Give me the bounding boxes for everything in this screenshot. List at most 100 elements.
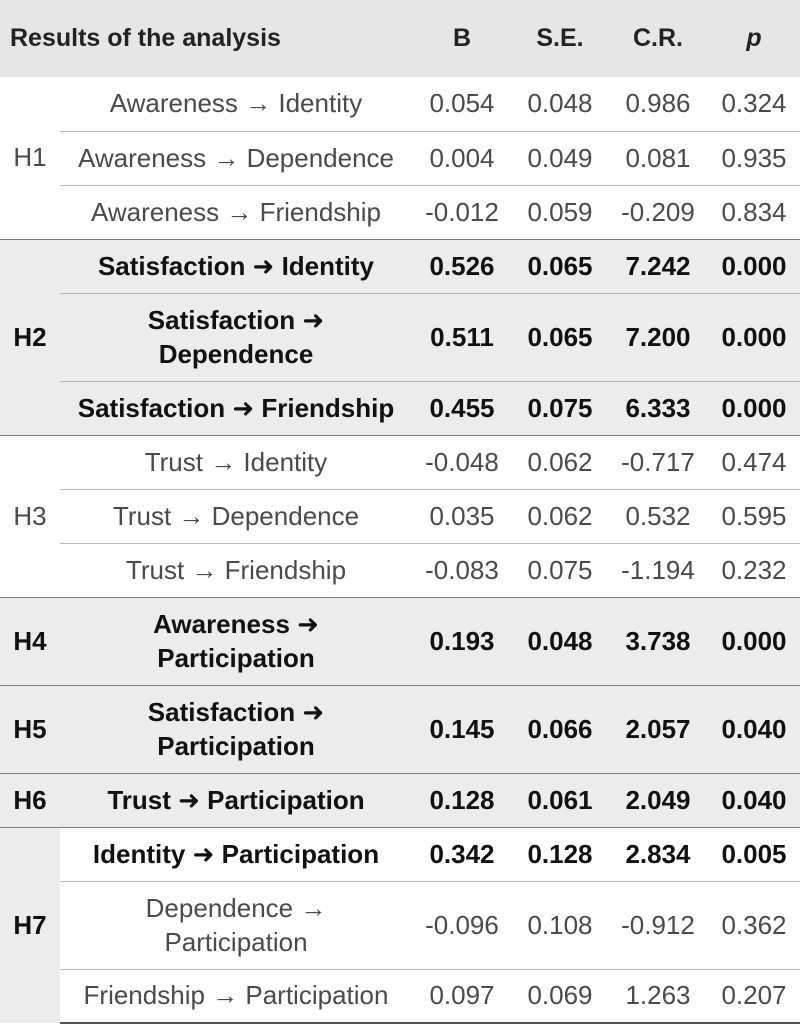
b-cell: 0.455 xyxy=(412,380,512,435)
cr-cell: 2.057 xyxy=(608,684,708,773)
p-cell: 0.595 xyxy=(708,488,800,543)
p-cell: 0.935 xyxy=(708,130,800,185)
cr-cell: -0.717 xyxy=(608,434,708,489)
p-cell: 0.005 xyxy=(708,826,800,881)
path-cell: Identity ➜ Participation xyxy=(60,826,412,881)
path-cell: Awareness → Friendship xyxy=(60,184,412,239)
path-cell: Friendship → Participation xyxy=(60,968,412,1024)
b-cell: -0.048 xyxy=(412,434,512,489)
cr-cell: -0.209 xyxy=(608,184,708,239)
se-cell: 0.108 xyxy=(512,880,608,969)
se-cell: 0.128 xyxy=(512,826,608,881)
path-cell: Awareness → Dependence xyxy=(60,130,412,185)
path-text: Satisfaction ➜ Dependence xyxy=(147,305,325,369)
table-row: Satisfaction ➜ Dependence 0.511 0.065 7.… xyxy=(0,292,800,381)
hypothesis-label: H4 xyxy=(0,596,60,685)
column-header-se: S.E. xyxy=(512,0,608,77)
table-row: Friendship → Participation 0.097 0.069 1… xyxy=(0,968,800,1024)
p-cell: 0.834 xyxy=(708,184,800,239)
hypothesis-label: H3 xyxy=(0,434,60,597)
cr-cell: 1.263 xyxy=(608,968,708,1024)
hypothesis-group-h2: H2 Satisfaction ➜ Identity 0.526 0.065 7… xyxy=(0,238,800,435)
path-cell: Awareness → Identity xyxy=(60,77,412,131)
se-cell: 0.062 xyxy=(512,434,608,489)
b-cell: -0.083 xyxy=(412,542,512,597)
b-cell: 0.193 xyxy=(412,596,512,685)
b-cell: 0.342 xyxy=(412,826,512,881)
se-cell: 0.075 xyxy=(512,380,608,435)
cr-cell: 3.738 xyxy=(608,596,708,685)
se-cell: 0.049 xyxy=(512,130,608,185)
table-row: Awareness → Dependence 0.004 0.049 0.081… xyxy=(0,130,800,185)
se-cell: 0.065 xyxy=(512,238,608,293)
se-cell: 0.059 xyxy=(512,184,608,239)
column-header-cr: C.R. xyxy=(608,0,708,77)
b-cell: 0.511 xyxy=(412,292,512,381)
se-cell: 0.065 xyxy=(512,292,608,381)
path-cell: Trust → Identity xyxy=(60,434,412,489)
p-cell: 0.324 xyxy=(708,77,800,131)
p-cell: 0.207 xyxy=(708,968,800,1024)
table-row: H6 Trust ➜ Participation 0.128 0.061 2.0… xyxy=(0,772,800,827)
table-row: Trust → Friendship -0.083 0.075 -1.194 0… xyxy=(0,542,800,597)
hypothesis-group-h5: H5 Satisfaction ➜ Participation 0.145 0.… xyxy=(0,684,800,773)
path-cell: Dependence → Participation xyxy=(60,880,412,969)
path-cell: Trust ➜ Participation xyxy=(60,772,412,827)
cr-cell: 2.834 xyxy=(608,826,708,881)
b-cell: -0.096 xyxy=(412,880,512,969)
hypothesis-group-h4: H4 Awareness ➜ Participation 0.193 0.048… xyxy=(0,596,800,685)
cr-cell: 0.986 xyxy=(608,77,708,131)
path-cell: Trust → Dependence xyxy=(60,488,412,543)
p-cell: 0.474 xyxy=(708,434,800,489)
cr-cell: 6.333 xyxy=(608,380,708,435)
p-cell: 0.000 xyxy=(708,238,800,293)
se-cell: 0.048 xyxy=(512,77,608,131)
b-cell: -0.012 xyxy=(412,184,512,239)
path-cell: Satisfaction ➜ Identity xyxy=(60,238,412,293)
table-row: Awareness → Friendship -0.012 0.059 -0.2… xyxy=(0,184,800,239)
p-cell: 0.000 xyxy=(708,292,800,381)
se-cell: 0.062 xyxy=(512,488,608,543)
b-cell: 0.145 xyxy=(412,684,512,773)
column-header-b: B xyxy=(412,0,512,77)
b-cell: 0.054 xyxy=(412,77,512,131)
hypothesis-label: H5 xyxy=(0,684,60,773)
p-cell: 0.362 xyxy=(708,880,800,969)
path-text: Awareness ➜ Participation xyxy=(153,609,319,673)
hypothesis-label: H7 xyxy=(0,826,60,1023)
table-row: H3 Trust → Identity -0.048 0.062 -0.717 … xyxy=(0,434,800,597)
se-cell: 0.069 xyxy=(512,968,608,1024)
b-cell: 0.526 xyxy=(412,238,512,293)
path-cell: Satisfaction ➜ Dependence xyxy=(60,292,412,381)
path-cell: Trust → Friendship xyxy=(60,542,412,597)
cr-cell: 0.532 xyxy=(608,488,708,543)
hypothesis-label: H2 xyxy=(0,238,60,435)
hypothesis-group-h7: H7 Identity ➜ Participation 0.342 0.128 … xyxy=(0,826,800,1024)
table-row: H7 Identity ➜ Participation 0.342 0.128 … xyxy=(0,826,800,1023)
table-row: H4 Awareness ➜ Participation 0.193 0.048… xyxy=(0,596,800,685)
table-header: Results of the analysis B S.E. C.R. p xyxy=(0,0,800,77)
path-text: Satisfaction ➜ Participation xyxy=(147,697,325,761)
p-cell: 0.040 xyxy=(708,772,800,827)
se-cell: 0.061 xyxy=(512,772,608,827)
b-cell: 0.035 xyxy=(412,488,512,543)
table-row: H5 Satisfaction ➜ Participation 0.145 0.… xyxy=(0,684,800,773)
p-cell: 0.000 xyxy=(708,380,800,435)
se-cell: 0.048 xyxy=(512,596,608,685)
table-row: H1 Awareness → Identity 0.054 0.048 0.98… xyxy=(0,77,800,239)
hypothesis-group-h1: H1 Awareness → Identity 0.054 0.048 0.98… xyxy=(0,77,800,239)
cr-cell: 0.081 xyxy=(608,130,708,185)
hypothesis-group-h6: H6 Trust ➜ Participation 0.128 0.061 2.0… xyxy=(0,772,800,827)
cr-cell: 7.242 xyxy=(608,238,708,293)
table-row: Satisfaction ➜ Friendship 0.455 0.075 6.… xyxy=(0,380,800,435)
cr-cell: -0.912 xyxy=(608,880,708,969)
p-cell: 0.040 xyxy=(708,684,800,773)
path-cell: Satisfaction ➜ Friendship xyxy=(60,380,412,435)
p-cell: 0.232 xyxy=(708,542,800,597)
hypothesis-group-h3: H3 Trust → Identity -0.048 0.062 -0.717 … xyxy=(0,434,800,597)
cr-cell: -1.194 xyxy=(608,542,708,597)
b-cell: 0.128 xyxy=(412,772,512,827)
b-cell: 0.004 xyxy=(412,130,512,185)
cr-cell: 2.049 xyxy=(608,772,708,827)
